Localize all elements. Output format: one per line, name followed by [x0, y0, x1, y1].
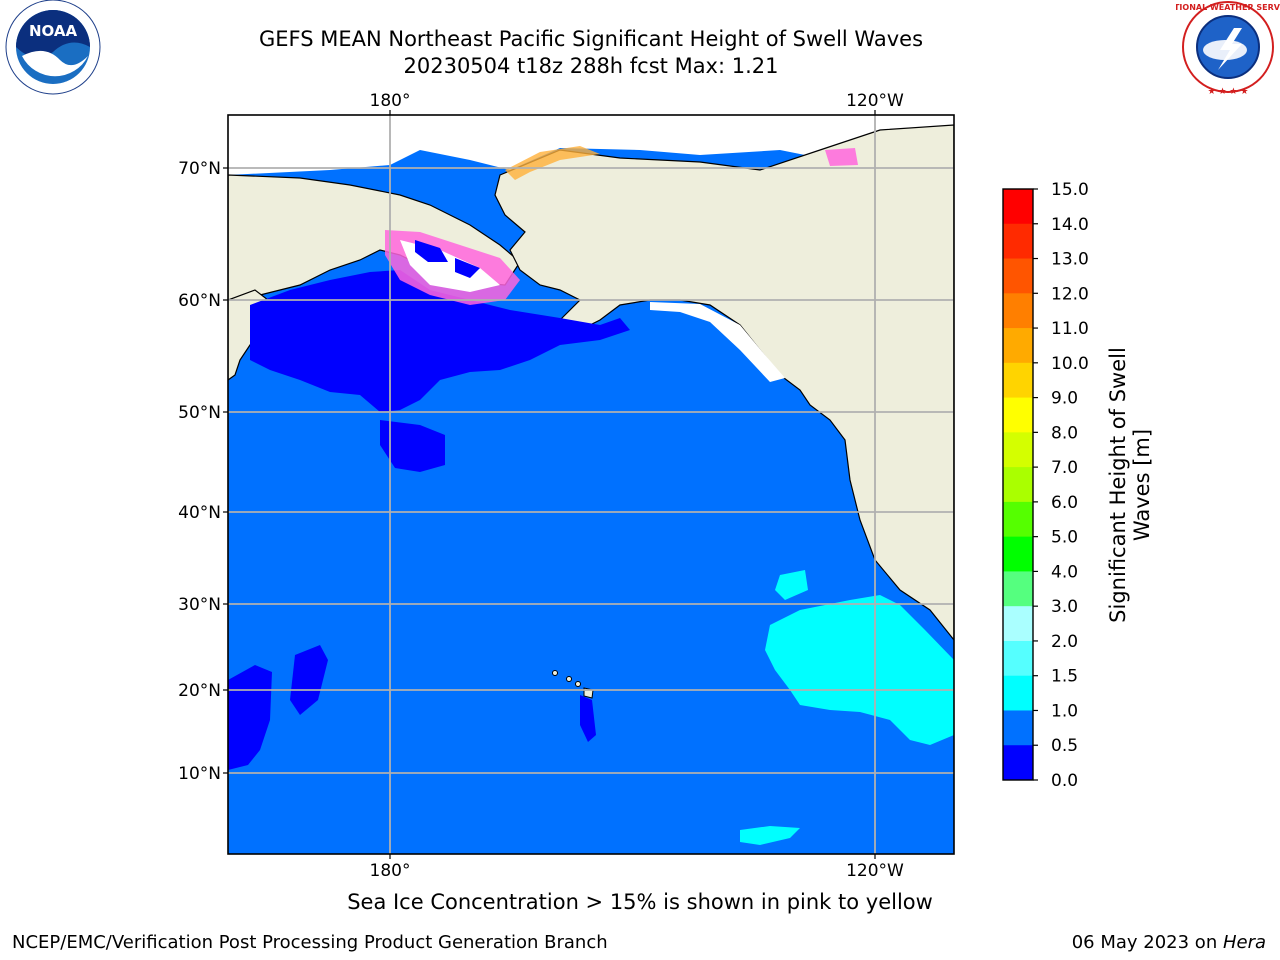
colorbar-title-line2: Waves [m] [1130, 428, 1154, 542]
colorbar: 15.0 14.0 13.0 12.0 11.0 10.0 9.0 8.0 7.0 6.0 5.0 4… [1002, 180, 1089, 791]
mid-swell-baja [765, 595, 954, 745]
lon-label-bottom: 180° [370, 861, 411, 881]
sea-ice-beaufort [825, 148, 858, 166]
hawaii-island [552, 670, 558, 676]
colorbar-tick-label: 1.5 [1051, 667, 1078, 687]
colorbar-segment [1003, 189, 1033, 225]
lat-label: 60°N [178, 291, 221, 311]
chart-title: GEFS MEAN Northeast Pacific Significant … [258, 27, 924, 51]
colorbar-tick-label: 14.0 [1051, 215, 1089, 235]
sea-ice-note: Sea Ice Concentration > 15% is shown in … [0, 890, 1280, 914]
footer-date-text: 06 May 2023 on [1071, 932, 1223, 953]
colorbar-segment [1003, 501, 1033, 538]
low-swell-sw-a [228, 665, 272, 770]
lon-label-bottom: 120°W [846, 861, 904, 881]
gridlines [228, 115, 954, 854]
colorbar-tick-label: 6.0 [1051, 493, 1078, 513]
footer-host: Hera [1222, 932, 1266, 953]
sea-ice-note-text: Sea Ice Concentration > 15% is shown in … [347, 890, 933, 914]
lon-label-top: 120°W [846, 91, 904, 111]
colorbar-segment [1003, 606, 1033, 642]
lat-label: 40°N [178, 503, 221, 523]
colorbar-segment [1003, 467, 1033, 503]
colorbar-tick-label: 4.0 [1051, 562, 1078, 582]
colorbar-tick-label: 5.0 [1051, 528, 1078, 548]
colorbar-tick-label: 13.0 [1051, 250, 1089, 270]
colorbar-segment [1003, 223, 1033, 260]
colorbar-segment [1003, 432, 1033, 468]
lon-label-top: 180° [370, 91, 411, 111]
colorbar-tick-label: 9.0 [1051, 389, 1078, 409]
colorbar-tick-label: 8.0 [1051, 423, 1078, 443]
arctic-no-data [228, 115, 954, 175]
svg-text:NATIONAL WEATHER SERVICE: NATIONAL WEATHER SERVICE [1176, 3, 1280, 12]
colorbar-title-line1: Significant Height of Swell [1106, 347, 1130, 623]
lat-label: 50°N [178, 403, 221, 423]
colorbar-segment [1003, 745, 1033, 781]
colorbar-tick-label: 2.0 [1051, 632, 1078, 652]
colorbar-tick-label: 3.0 [1051, 597, 1078, 617]
colorbar-segment [1003, 640, 1033, 677]
colorbar-tick-label: 15.0 [1051, 180, 1089, 200]
low-swell-patch-north [380, 420, 445, 472]
colorbar-segment [1003, 362, 1033, 399]
nws-logo-icon: NATIONAL WEATHER SERVICE ★ ★ ★ ★ [1176, 1, 1280, 97]
colorbar-tick-label: 7.0 [1051, 458, 1078, 478]
noaa-logo-icon: NOAA [5, 0, 101, 95]
colorbar-segment [1003, 675, 1033, 711]
low-swell-bering-inner2 [455, 258, 480, 278]
footer-credit: NCEP/EMC/Verification Post Processing Pr… [12, 932, 608, 953]
mid-swell-patch-b [740, 826, 800, 845]
noaa-logo-text: NOAA [29, 22, 78, 40]
low-swell-bering-inner [415, 240, 448, 262]
lat-label: 20°N [178, 681, 221, 701]
low-swell-sw-b [290, 645, 328, 715]
lat-label: 30°N [178, 595, 221, 615]
colorbar-segment [1003, 397, 1033, 433]
colorbar-segment [1003, 536, 1033, 572]
colorbar-tick-label: 1.0 [1051, 701, 1078, 721]
chart-subtitle: 20230504 t18z 288h fcst Max: 1.21 [403, 54, 779, 78]
colorbar-tick-label: 12.0 [1051, 284, 1089, 304]
hawaii-island [566, 676, 572, 682]
colorbar-frame [1002, 188, 1034, 781]
colorbar-tick-label: 10.0 [1051, 354, 1089, 374]
mid-swell-patch-a [775, 570, 808, 600]
map-frame [227, 114, 955, 855]
lat-label: 10°N [178, 764, 221, 784]
colorbar-segment [1003, 258, 1033, 294]
low-swell-hawaii-lee [580, 695, 596, 742]
colorbar-tick-label: 0.0 [1051, 771, 1078, 791]
map-area [228, 115, 954, 854]
colorbar-segment [1003, 293, 1033, 329]
svg-text:★ ★ ★ ★: ★ ★ ★ ★ [1208, 87, 1249, 97]
hawaii-island [575, 681, 581, 687]
colorbar-segment [1003, 571, 1033, 607]
colorbar-segment [1003, 328, 1033, 364]
colorbar-tick-label: 0.5 [1051, 736, 1078, 756]
colorbar-title: Significant Height of Swell Waves [m] [1106, 285, 1154, 685]
colorbar-tick-label: 11.0 [1051, 319, 1089, 339]
sea-ice-chukchi [505, 146, 600, 180]
footer-date: 06 May 2023 on Hera [1072, 932, 1266, 953]
low-swell-bering [250, 270, 630, 412]
colorbar-segment [1003, 710, 1033, 746]
gulf-coast-no-data [650, 302, 785, 382]
lat-label: 70°N [178, 159, 221, 179]
